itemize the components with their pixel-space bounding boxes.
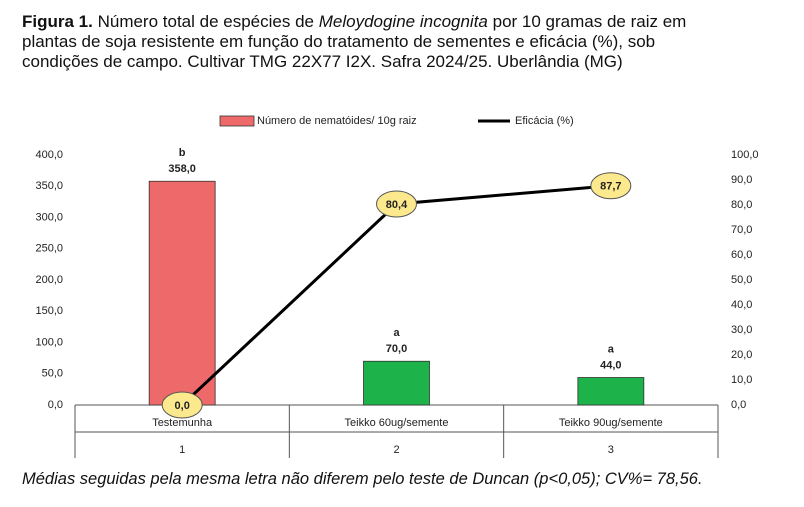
bar [363,360,430,406]
data-label: 87,7 [600,181,621,193]
significance-letter: b [179,147,186,159]
y2-tick-label: 80,0 [731,199,752,211]
x-tick-label: Teikko 60ug/semente [345,417,449,429]
y2-tick-label: 10,0 [731,374,752,386]
y2-tick-label: 70,0 [731,224,752,236]
data-label: 70,0 [386,343,407,355]
bar [577,377,645,406]
data-label: 80,4 [386,199,408,211]
footnote: Médias seguidas pela mesma letra não dif… [22,470,703,488]
x-tick-number: 3 [608,444,614,456]
y2-tick-label: 60,0 [731,249,752,261]
y-tick-label: 300,0 [35,211,63,223]
data-label: 0,0 [175,400,190,412]
marker [376,190,417,218]
y2-tick-label: 20,0 [731,349,752,361]
x-tick-number: 1 [179,444,185,456]
caption-text: Número total de espécies de [92,12,319,31]
y2-tick-label: 100,0 [731,149,759,161]
significance-letter: a [608,343,615,355]
x-tick-label: Teikko 90ug/semente [559,417,663,429]
legend-label: Eficácia (%) [515,115,574,127]
y2-tick-label: 0,0 [731,399,746,411]
bar [148,180,216,406]
y-tick-label: 0,0 [48,399,63,411]
y-tick-label: 200,0 [35,274,63,286]
y2-tick-label: 30,0 [731,324,752,336]
y-tick-label: 100,0 [35,336,63,348]
data-label: 44,0 [600,359,621,371]
caption-species: Meloydogine incognita [318,12,488,31]
marker [590,172,632,200]
caption-label: Figura 1. [22,12,93,31]
y2-tick-label: 40,0 [731,299,752,311]
y-tick-label: 50,0 [42,368,63,380]
caption-text: por 10 gramas de raiz em plantas de soja… [22,12,687,71]
legend-swatch [219,115,255,127]
y-tick-label: 150,0 [35,305,63,317]
y-tick-label: 350,0 [35,180,63,192]
y-tick-label: 400,0 [35,149,63,161]
x-tick-label: Testemunha [152,417,213,429]
marker [161,391,203,419]
y2-tick-label: 90,0 [731,174,752,186]
significance-letter: a [393,327,400,339]
data-label: 358,0 [168,163,196,175]
caption: Figura 1. Número total de espécies de Me… [22,12,702,72]
y-tick-label: 250,0 [35,243,63,255]
x-tick-number: 2 [393,444,399,456]
y2-tick-label: 50,0 [731,274,752,286]
legend-label: Número de nematóides/ 10g raiz [257,115,417,127]
chart: 0,050,0100,0150,0200,0250,0300,0350,0400… [35,115,759,458]
